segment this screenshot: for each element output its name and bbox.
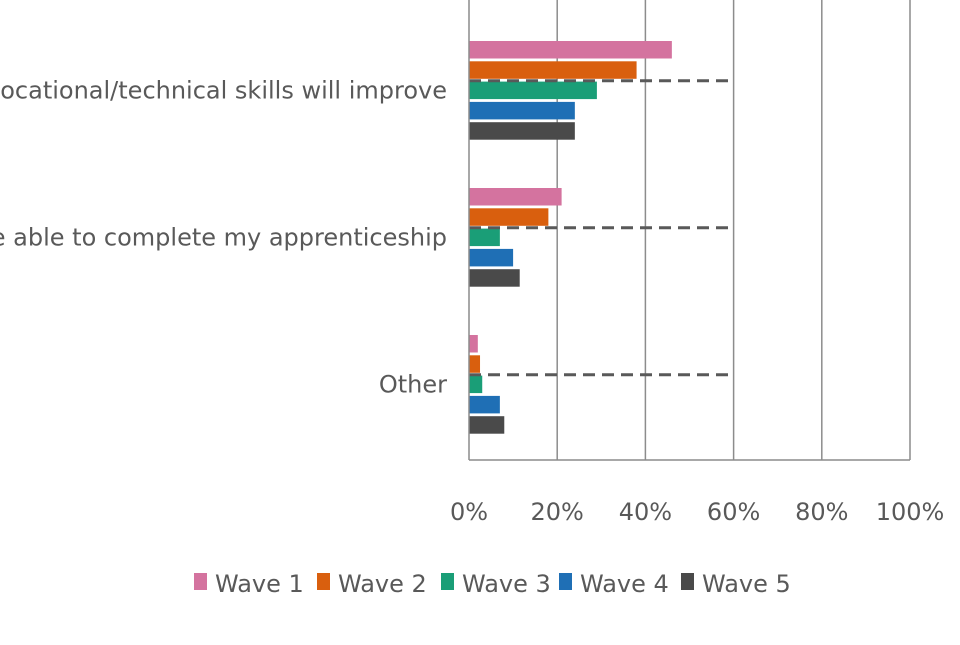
- legend-swatch-wave-4: [559, 573, 572, 590]
- legend-label-wave-1: Wave 1: [215, 570, 304, 598]
- legend-label-wave-2: Wave 2: [338, 570, 427, 598]
- legend-swatch-wave-5: [681, 573, 694, 590]
- bar-4-cat-3: [469, 395, 500, 414]
- x-tick-label-0: 0%: [450, 498, 488, 526]
- axes: [468, 0, 910, 461]
- bars: [469, 41, 672, 434]
- x-tick-label-100: 100%: [876, 498, 945, 526]
- bar-4-cat-2: [469, 248, 514, 267]
- bar-5-cat-3: [469, 416, 505, 434]
- x-tick-labels: 0% 20% 40% 60% 80% 100%: [450, 498, 944, 526]
- bar-5-cat-1: [469, 122, 575, 140]
- legend-label-wave-4: Wave 4: [580, 570, 669, 598]
- category-label-2: I will be able to complete my apprentice…: [0, 223, 447, 251]
- bar-5-cat-2: [469, 269, 520, 287]
- bar-1-cat-2: [469, 188, 562, 206]
- category-labels: My vocational/technical skills will impr…: [0, 76, 447, 398]
- bar-3-cat-2: [469, 228, 500, 247]
- bar-2-cat-3: [469, 355, 481, 373]
- legend-swatch-wave-2: [317, 573, 330, 590]
- bar-2-cat-1: [469, 61, 637, 79]
- x-tick-label-80: 80%: [795, 498, 848, 526]
- bar-3-cat-1: [469, 81, 597, 100]
- legend-label-wave-3: Wave 3: [462, 570, 551, 598]
- x-tick-label-20: 20%: [531, 498, 584, 526]
- gridlines: [556, 0, 911, 460]
- x-tick-label-60: 60%: [707, 498, 760, 526]
- bar-1-cat-3: [469, 335, 478, 353]
- bar-4-cat-1: [469, 101, 575, 120]
- category-label-3: Other: [379, 370, 447, 398]
- legend-label-wave-5: Wave 5: [702, 570, 791, 598]
- bar-2-cat-2: [469, 208, 549, 226]
- legend-swatch-wave-3: [441, 573, 454, 590]
- category-label-1: My vocational/technical skills will impr…: [0, 76, 447, 104]
- bar-1-cat-1: [469, 41, 672, 59]
- x-tick-label-40: 40%: [619, 498, 672, 526]
- legend: Wave 1 Wave 2 Wave 3 Wave 4 Wave 5: [194, 570, 791, 598]
- legend-swatch-wave-1: [194, 573, 207, 590]
- bar-3-cat-3: [469, 375, 483, 394]
- reference-lines: [469, 79, 734, 377]
